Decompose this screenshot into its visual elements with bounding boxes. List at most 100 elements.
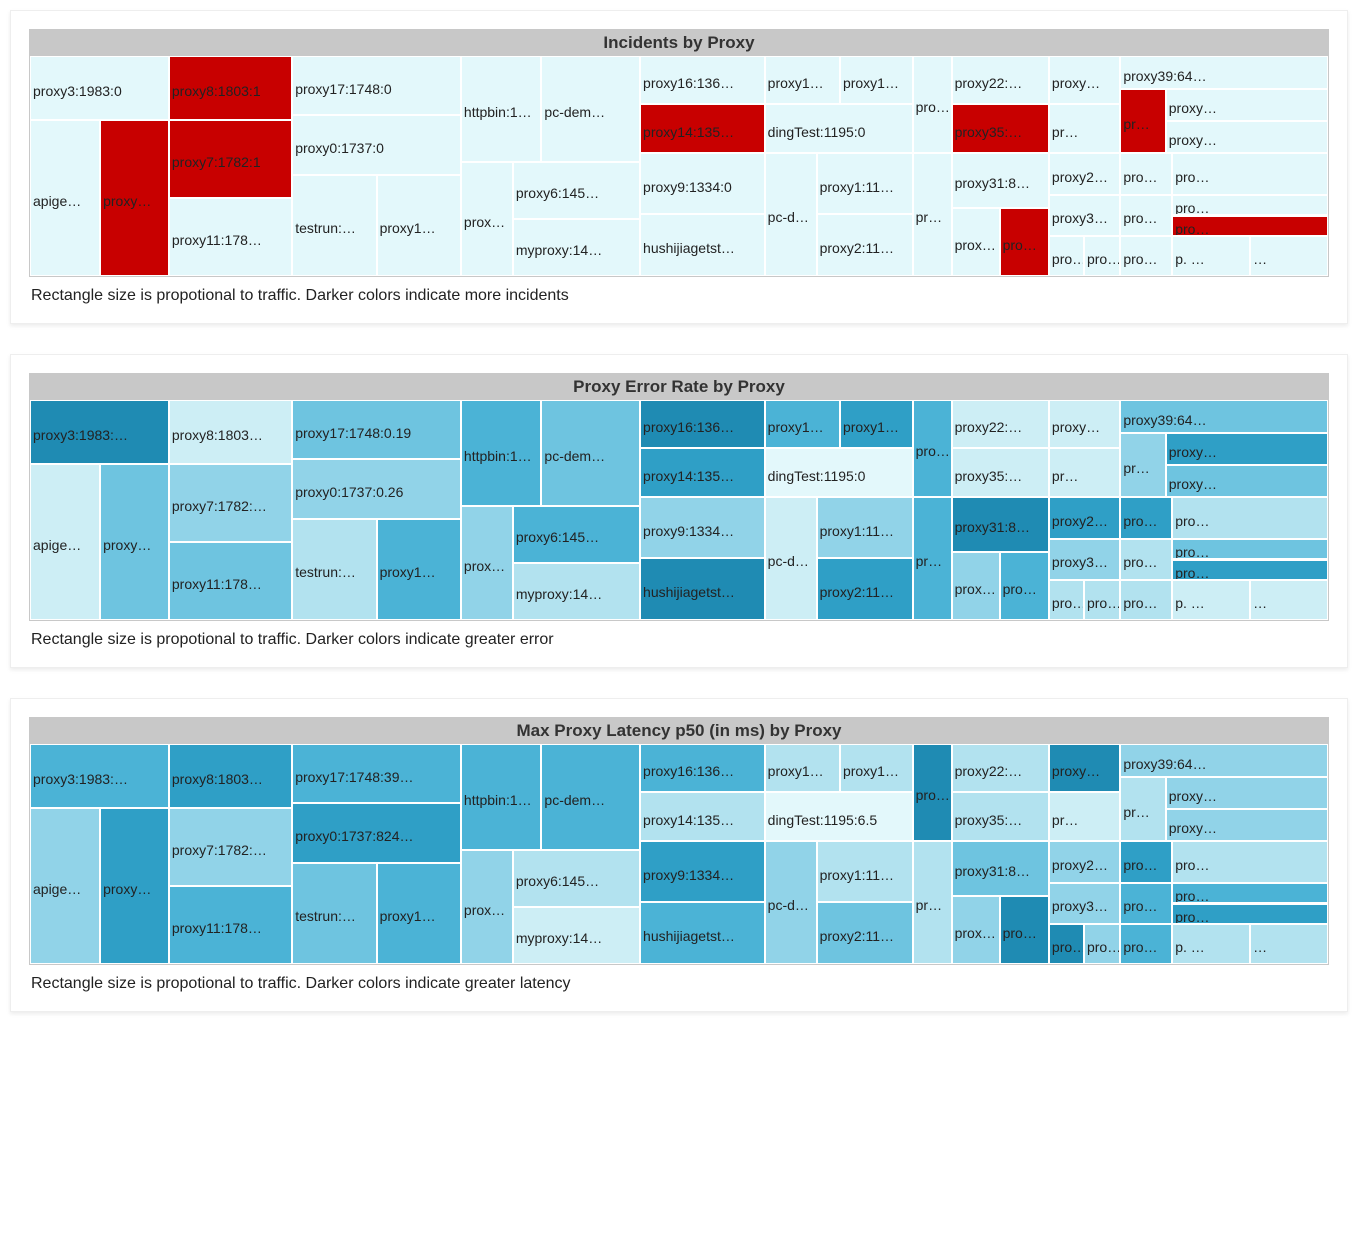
cell-proxy1d[interactable]: proxy1:11… <box>817 841 913 903</box>
cell-proxy22[interactable]: proxy22:… <box>952 56 1049 104</box>
cell-proxy9[interactable]: proxy9:1334… <box>640 497 765 559</box>
cell-prJ[interactable]: pr… <box>1120 433 1165 497</box>
cell-proxyK[interactable]: proxy… <box>1166 433 1328 465</box>
cell-myproxy[interactable]: myproxy:14… <box>513 907 640 964</box>
cell-proxy1a[interactable]: proxy1… <box>377 519 461 620</box>
cell-proI[interactable]: pro… <box>1084 924 1120 964</box>
cell-proM[interactable]: pro… <box>1120 841 1172 883</box>
cell-proxy9[interactable]: proxy9:1334:0 <box>640 153 765 215</box>
cell-proxy6[interactable]: proxy6:145… <box>513 162 640 219</box>
cell-proxy2c[interactable]: proxy2… <box>1049 497 1120 539</box>
cell-proxy35[interactable]: proxy35:… <box>952 792 1049 840</box>
cell-pS[interactable]: p. … <box>1172 236 1250 276</box>
cell-proQ[interactable]: pro… <box>1172 216 1328 237</box>
cell-proI[interactable]: pro… <box>1084 236 1120 276</box>
cell-pT[interactable]: … <box>1250 924 1328 964</box>
cell-proM[interactable]: pro… <box>1120 153 1172 195</box>
cell-pcdem[interactable]: pc-dem… <box>541 744 640 850</box>
cell-apige[interactable]: apige… <box>30 808 100 964</box>
cell-prG[interactable]: pr… <box>1049 104 1120 152</box>
cell-proxyL[interactable]: proxy… <box>1166 809 1328 841</box>
cell-proxy8[interactable]: proxy8:1803… <box>169 744 292 808</box>
cell-pr2[interactable]: pr… <box>913 497 952 620</box>
cell-testrun[interactable]: testrun:… <box>292 519 376 620</box>
cell-proxy11[interactable]: proxy11:178… <box>169 198 292 276</box>
cell-pcd2[interactable]: pc-d… <box>765 497 817 620</box>
cell-proN[interactable]: pro… <box>1172 497 1328 539</box>
cell-proH[interactable]: pro… <box>1049 924 1084 964</box>
cell-proR[interactable]: pro… <box>1120 924 1172 964</box>
cell-apige[interactable]: apige… <box>30 120 100 276</box>
cell-proxy1b[interactable]: proxy1… <box>765 56 840 104</box>
cell-proxy11[interactable]: proxy11:178… <box>169 886 292 964</box>
cell-proxy1d[interactable]: proxy1:11… <box>817 153 913 215</box>
cell-pS[interactable]: p. … <box>1172 924 1250 964</box>
cell-httpbin[interactable]: httpbin:1… <box>461 56 541 162</box>
cell-proxy1b[interactable]: proxy1… <box>765 400 840 448</box>
cell-proxy16[interactable]: proxy16:136… <box>640 400 765 448</box>
cell-proxy14[interactable]: proxy14:135… <box>640 448 765 496</box>
cell-myproxy[interactable]: myproxy:14… <box>513 563 640 620</box>
cell-proxy17[interactable]: proxy17:1748:0.19 <box>292 400 461 459</box>
cell-proxyL[interactable]: proxy… <box>1166 465 1328 497</box>
cell-proxE[interactable]: prox… <box>952 896 1000 964</box>
cell-proxy3c[interactable]: proxy3… <box>1049 195 1120 237</box>
cell-proN[interactable]: pro… <box>1172 153 1328 195</box>
cell-proxy3c[interactable]: proxy3… <box>1049 883 1120 925</box>
cell-proxy2b[interactable]: proxy2:11… <box>817 558 913 620</box>
cell-proxy22[interactable]: proxy22:… <box>952 400 1049 448</box>
cell-proP[interactable]: pro… <box>1172 883 1328 904</box>
cell-proP[interactable]: pro… <box>1172 195 1328 216</box>
cell-proxy0[interactable]: proxy0:1737:824… <box>292 803 461 862</box>
cell-proQ[interactable]: pro… <box>1172 904 1328 925</box>
cell-proF[interactable]: pro… <box>1000 552 1049 620</box>
cell-proxy1c[interactable]: proxy1… <box>840 400 913 448</box>
cell-proxy3[interactable]: proxy3:1983:… <box>30 744 169 808</box>
cell-proxE[interactable]: prox… <box>952 552 1000 620</box>
cell-proxy1a[interactable]: proxy1… <box>377 175 461 276</box>
cell-proF[interactable]: pro… <box>1000 896 1049 964</box>
cell-prG[interactable]: pr… <box>1049 448 1120 496</box>
cell-proxy3[interactable]: proxy3:1983:0 <box>30 56 169 120</box>
cell-proxyX[interactable]: proxy… <box>100 808 169 964</box>
cell-proxy3c[interactable]: proxy3… <box>1049 539 1120 581</box>
cell-proxy1c[interactable]: proxy1… <box>840 56 913 104</box>
cell-pcdem[interactable]: pc-dem… <box>541 400 640 506</box>
cell-proxy3[interactable]: proxy3:1983:… <box>30 400 169 464</box>
cell-pcdem[interactable]: pc-dem… <box>541 56 640 162</box>
cell-proxy31[interactable]: proxy31:8… <box>952 153 1049 208</box>
cell-proF[interactable]: pro… <box>1000 208 1049 276</box>
cell-proxy35[interactable]: proxy35:… <box>952 448 1049 496</box>
cell-proxy2c[interactable]: proxy2… <box>1049 153 1120 195</box>
cell-proR[interactable]: pro… <box>1120 580 1172 620</box>
cell-proxB[interactable]: prox… <box>461 850 513 964</box>
cell-proN[interactable]: pro… <box>1172 841 1328 883</box>
cell-proxy1a[interactable]: proxy1… <box>377 863 461 964</box>
cell-proO[interactable]: pro… <box>1120 195 1172 237</box>
cell-proxy39[interactable]: proxy39:64… <box>1120 56 1328 89</box>
cell-proxyX[interactable]: proxy… <box>100 120 169 276</box>
cell-proxB[interactable]: prox… <box>461 506 513 620</box>
cell-proC[interactable]: pro… <box>913 400 952 497</box>
cell-proxy17[interactable]: proxy17:1748:39… <box>292 744 461 803</box>
cell-testrun[interactable]: testrun:… <box>292 175 376 276</box>
cell-pS[interactable]: p. … <box>1172 580 1250 620</box>
cell-httpbin[interactable]: httpbin:1… <box>461 400 541 506</box>
cell-proxy39[interactable]: proxy39:64… <box>1120 744 1328 777</box>
cell-proxy35[interactable]: proxy35:… <box>952 104 1049 152</box>
cell-proI[interactable]: pro… <box>1084 580 1120 620</box>
cell-proC[interactable]: pro… <box>913 56 952 153</box>
cell-proxy6[interactable]: proxy6:145… <box>513 850 640 907</box>
cell-pT[interactable]: … <box>1250 236 1328 276</box>
cell-proxy7[interactable]: proxy7:1782:1 <box>169 120 292 198</box>
cell-proH[interactable]: pro… <box>1049 236 1084 276</box>
cell-proxy31[interactable]: proxy31:8… <box>952 841 1049 896</box>
cell-prG[interactable]: pr… <box>1049 792 1120 840</box>
cell-proxy8[interactable]: proxy8:1803:1 <box>169 56 292 120</box>
cell-proxy2c[interactable]: proxy2… <box>1049 841 1120 883</box>
cell-proxy9[interactable]: proxy9:1334… <box>640 841 765 903</box>
cell-proO[interactable]: pro… <box>1120 883 1172 925</box>
cell-testrun[interactable]: testrun:… <box>292 863 376 964</box>
cell-pcd2[interactable]: pc-d… <box>765 153 817 276</box>
cell-proxyY[interactable]: proxy… <box>1049 400 1120 448</box>
